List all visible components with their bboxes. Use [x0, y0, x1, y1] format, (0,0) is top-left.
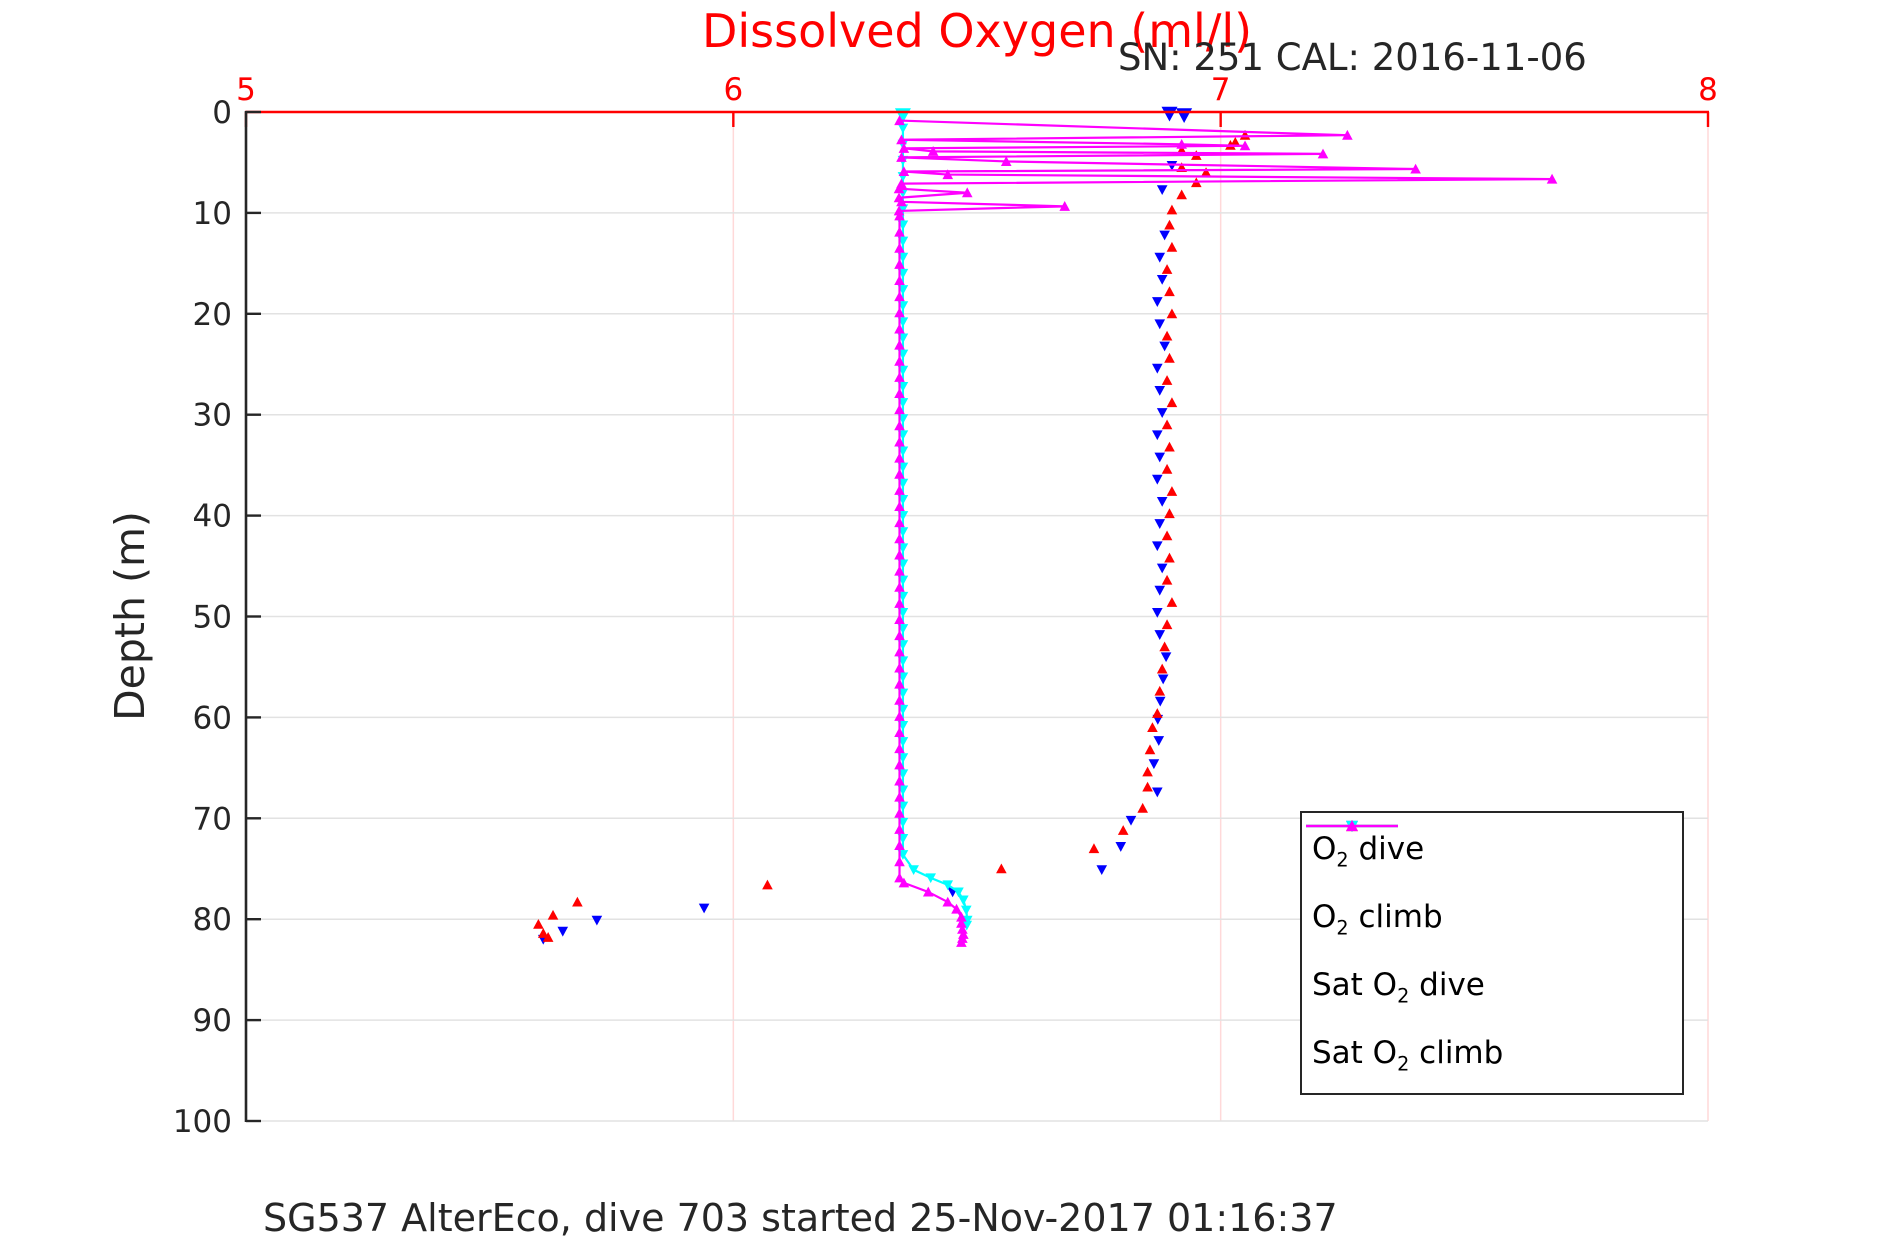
- series-sat-o2-dive: [894, 108, 973, 931]
- legend-label: Sat O2 dive: [1312, 966, 1485, 1008]
- svg-text:8: 8: [1698, 72, 1718, 108]
- legend-label: O2 dive: [1312, 830, 1425, 872]
- chart-title: Dissolved Oxygen (ml/l): [701, 4, 1253, 58]
- svg-text:0: 0: [212, 95, 232, 131]
- svg-text:6: 6: [723, 72, 743, 108]
- y-axis-label: Depth (m): [106, 511, 154, 721]
- legend-marker-icon: [1306, 820, 1398, 832]
- svg-text:10: 10: [193, 196, 232, 232]
- legend-item-sat-o2-dive: Sat O2 dive: [1306, 820, 1682, 1008]
- svg-text:90: 90: [193, 1003, 232, 1039]
- svg-text:7: 7: [1211, 72, 1231, 108]
- series-o2-climb: [533, 129, 1251, 942]
- legend-label: Sat O2 climb: [1312, 1034, 1504, 1076]
- svg-text:100: 100: [173, 1104, 232, 1140]
- sn-cal-label: SN: 251 CAL: 2016-11-06: [1118, 36, 1587, 79]
- svg-text:30: 30: [193, 398, 232, 434]
- svg-text:70: 70: [193, 801, 232, 837]
- series-sat-o2-climb: [893, 115, 1558, 947]
- svg-text:40: 40: [193, 499, 232, 535]
- legend-item-o2-climb: O2 climb: [1306, 820, 1682, 940]
- svg-text:80: 80: [193, 902, 232, 938]
- caption: SG537 AlterEco, dive 703 started 25-Nov-…: [263, 1196, 1338, 1240]
- svg-text:20: 20: [193, 297, 232, 333]
- svg-text:5: 5: [236, 72, 256, 108]
- legend-label: O2 climb: [1312, 898, 1443, 940]
- legend: O2 dive O2 climb Sat O2 dive Sat O2 climb: [1300, 811, 1684, 1095]
- svg-text:60: 60: [193, 700, 232, 736]
- legend-item-sat-o2-climb: Sat O2 climb: [1306, 820, 1682, 1076]
- y-axis: 0 10 20 30 40 50 60 70 80 90 100: [173, 95, 261, 1140]
- x-axis: 5 6 7 8: [236, 72, 1718, 127]
- svg-text:50: 50: [193, 600, 232, 636]
